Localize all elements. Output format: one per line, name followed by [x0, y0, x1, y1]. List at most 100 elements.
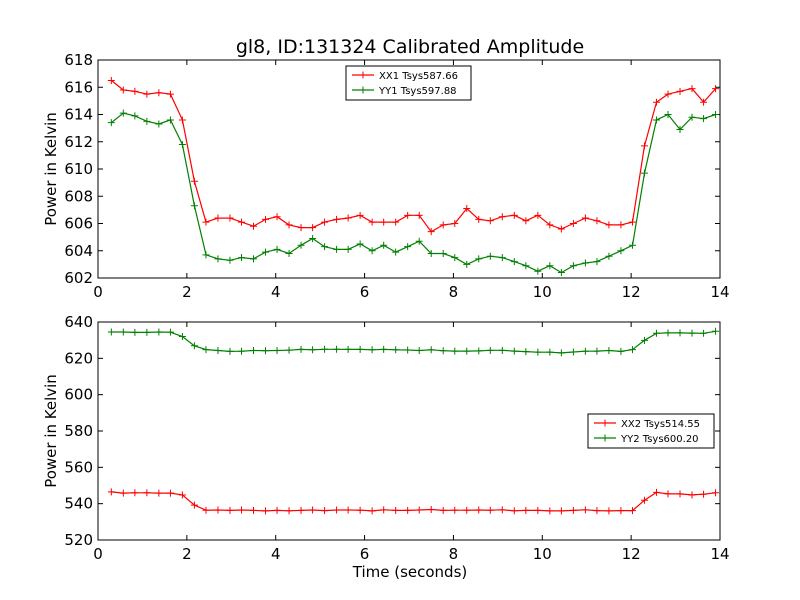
bottom-data-point	[688, 329, 696, 337]
top-data-point	[546, 262, 554, 270]
bottom-data-point	[546, 507, 554, 515]
bottom-data-point	[522, 348, 530, 356]
top-data-point	[226, 214, 234, 222]
top-data-point	[652, 98, 660, 106]
top-data-point	[214, 214, 222, 222]
bottom-data-point	[344, 345, 352, 353]
bottom-data-point	[190, 501, 198, 509]
top-data-point	[404, 243, 412, 251]
bottom-x-tick-label: 0	[93, 545, 103, 563]
top-data-point	[250, 255, 257, 263]
top-data-point	[427, 228, 435, 236]
bottom-y-tick-label: 520	[64, 531, 93, 549]
top-data-point	[628, 241, 636, 249]
top-x-tick-label: 6	[360, 283, 370, 301]
bottom-y-tick-label: 620	[64, 349, 93, 367]
top-legend-label: YY1 Tsys597.88	[378, 86, 457, 97]
bottom-data-point	[131, 489, 139, 497]
top-data-point	[166, 90, 174, 98]
bottom-data-point	[333, 506, 341, 514]
top-legend-marker	[359, 86, 367, 94]
bottom-data-point	[640, 336, 648, 344]
bottom-data-point	[309, 346, 317, 354]
x-axis-label: Time (seconds)	[352, 563, 468, 581]
top-data-point	[427, 249, 435, 257]
top-data-point	[605, 221, 613, 229]
top-legend-label: XX1 Tsys587.66	[379, 71, 458, 82]
top-data-point	[451, 254, 459, 262]
bottom-data-point	[107, 328, 115, 336]
top-data-point	[392, 218, 400, 226]
top-x-tick-label: 8	[449, 283, 459, 301]
bottom-data-point	[297, 345, 305, 353]
top-data-point	[569, 220, 577, 227]
top-series-line	[110, 79, 717, 233]
top-data-point	[688, 113, 696, 121]
top-data-point	[522, 217, 530, 225]
top-y-tick-label: 616	[64, 78, 93, 96]
bottom-data-point	[569, 506, 577, 514]
bottom-data-point	[166, 328, 174, 336]
bottom-legend-marker	[601, 419, 609, 427]
bottom-data-point	[166, 489, 174, 497]
bottom-data-point	[226, 506, 234, 514]
bottom-data-point	[356, 345, 364, 353]
top-data-point	[131, 112, 139, 120]
top-data-point	[143, 117, 151, 125]
top-legend-box	[345, 65, 472, 101]
top-data-point	[557, 225, 565, 233]
bottom-data-point	[510, 347, 518, 355]
bottom-data-point	[202, 346, 210, 354]
bottom-data-point	[250, 506, 257, 514]
bottom-data-point	[427, 505, 435, 513]
top-y-tick-label: 614	[64, 106, 93, 124]
top-data-point	[486, 252, 494, 260]
top-data-point	[557, 269, 565, 277]
bottom-x-tick-label: 12	[622, 545, 641, 563]
top-data-point	[664, 90, 672, 98]
bottom-data-point	[617, 347, 625, 355]
bottom-data-point	[321, 345, 329, 353]
bottom-data-point	[700, 490, 708, 498]
bottom-data-point	[652, 488, 660, 496]
top-data-point	[510, 211, 518, 219]
top-data-point	[664, 111, 672, 118]
top-data-point	[498, 254, 506, 262]
top-data-point	[166, 116, 174, 124]
bottom-y-tick-label: 540	[64, 495, 93, 513]
bottom-data-point	[333, 345, 341, 353]
bottom-data-point	[131, 328, 139, 336]
bottom-data-point	[238, 347, 246, 355]
top-data-point	[356, 211, 364, 219]
top-data-point	[415, 211, 423, 219]
top-data-point	[439, 221, 447, 229]
bottom-data-point	[107, 488, 115, 496]
bottom-legend-label: XX2 Tsys514.55	[621, 419, 700, 430]
top-data-point	[273, 213, 281, 221]
top-series-line	[110, 112, 716, 274]
top-data-point	[463, 205, 471, 213]
top-data-point	[119, 86, 127, 94]
top-data-point	[510, 258, 518, 266]
top-series-2	[107, 109, 720, 277]
bottom-data-point	[463, 506, 471, 514]
top-x-tick-label: 12	[622, 283, 641, 301]
top-data-point	[321, 218, 329, 226]
bottom-data-point	[676, 490, 684, 498]
bottom-data-point	[190, 342, 198, 350]
bottom-data-point	[605, 347, 613, 355]
top-data-point	[475, 215, 483, 223]
top-data-point	[333, 245, 341, 253]
bottom-data-point	[664, 329, 672, 337]
bottom-data-point	[297, 506, 305, 514]
bottom-data-point	[510, 507, 518, 515]
bottom-data-point	[285, 507, 293, 515]
bottom-data-point	[664, 490, 672, 498]
top-y-tick-label: 610	[64, 160, 93, 178]
top-data-point	[238, 218, 246, 226]
bottom-data-point	[498, 346, 506, 354]
top-data-point	[617, 247, 625, 255]
top-data-point	[392, 248, 400, 256]
bottom-data-point	[119, 489, 127, 497]
top-data-point	[309, 224, 317, 232]
